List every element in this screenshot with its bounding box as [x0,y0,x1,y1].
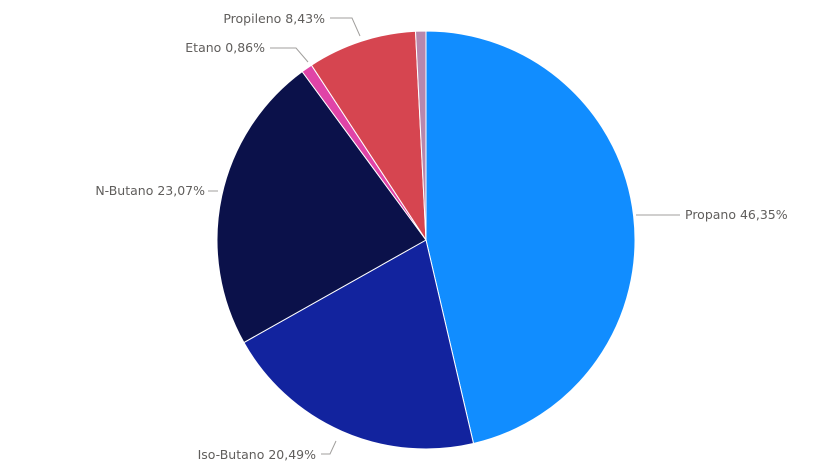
pie-slice-propileno[interactable] [310,30,427,242]
pie-slice-propano[interactable] [425,30,636,445]
pie-slice-iso-butano[interactable] [243,239,475,450]
pie-slices [216,30,636,450]
data-label-propileno: Propileno 8,43% [223,11,325,26]
data-label-iso-butano: Iso-Butano 20,49% [198,447,317,462]
data-label-n-butano: N-Butano 23,07% [95,183,205,198]
leader-etano [270,47,309,63]
data-labels: Propano 46,35% Iso-Butano 20,49% N-Butan… [95,11,787,462]
label-leader-lines [208,17,680,455]
pie-slice-unlabeled[interactable] [414,30,427,241]
pie-slice-n-butano[interactable] [216,70,427,344]
leader-iso-butano [321,440,337,455]
data-label-etano: Etano 0,86% [185,40,265,55]
data-label-propano: Propano 46,35% [685,207,788,222]
leader-propileno [330,17,361,37]
